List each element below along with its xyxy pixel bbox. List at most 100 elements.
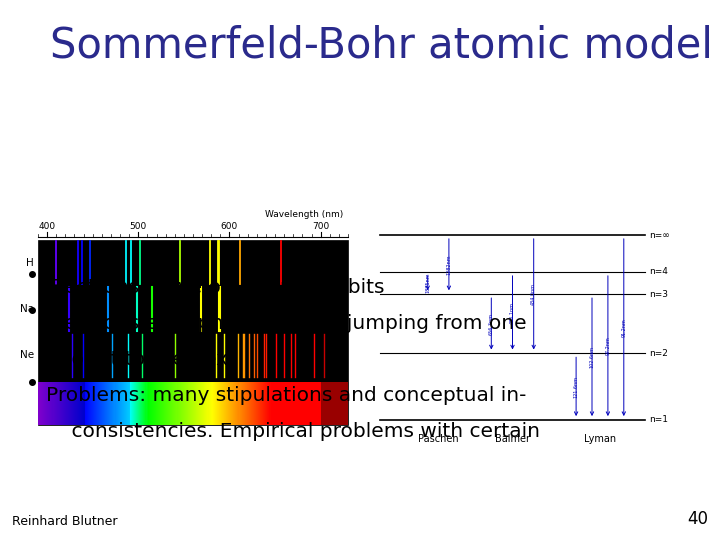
Bar	[279, 382, 280, 425]
Bar	[253, 382, 254, 425]
Bar	[304, 382, 305, 425]
Bar	[317, 382, 318, 425]
Bar	[343, 382, 344, 425]
Bar	[251, 382, 252, 425]
Bar	[196, 382, 197, 425]
Text: Electrons move on discrete orbits: Electrons move on discrete orbits	[46, 278, 384, 297]
Bar	[324, 382, 325, 425]
Bar	[101, 382, 102, 425]
Bar	[328, 382, 329, 425]
Bar	[242, 382, 243, 425]
Bar	[55, 382, 57, 425]
Bar	[69, 382, 70, 425]
Bar	[150, 382, 152, 425]
Bar	[132, 382, 133, 425]
Bar	[99, 382, 100, 425]
Bar	[323, 382, 324, 425]
Bar	[62, 382, 63, 425]
Bar	[167, 382, 168, 425]
Bar	[280, 382, 281, 425]
Text: Sommerfeld-Bohr atomic model: Sommerfeld-Bohr atomic model	[50, 25, 713, 67]
Bar	[53, 382, 55, 425]
Bar	[202, 382, 203, 425]
Bar	[81, 382, 82, 425]
Bar	[157, 382, 158, 425]
Text: 102.6nm: 102.6nm	[590, 346, 595, 368]
Bar	[215, 382, 216, 425]
Bar	[284, 382, 285, 425]
Bar	[105, 382, 107, 425]
Bar	[256, 382, 257, 425]
Text: orbit to the next: orbit to the next	[46, 350, 236, 369]
Text: Paschen: Paschen	[418, 434, 459, 444]
Bar	[331, 382, 333, 425]
Bar	[165, 382, 166, 425]
Text: 656.3nm: 656.3nm	[489, 313, 494, 335]
Bar	[313, 382, 314, 425]
Text: Na: Na	[20, 304, 34, 314]
Bar	[316, 382, 317, 425]
Bar	[156, 382, 157, 425]
Bar	[250, 382, 251, 425]
Text: 1282nm: 1282nm	[446, 254, 451, 275]
Bar	[57, 382, 58, 425]
Bar	[139, 382, 140, 425]
Text: H: H	[26, 258, 34, 268]
Bar	[82, 382, 84, 425]
Text: 40: 40	[687, 510, 708, 528]
Bar	[46, 382, 48, 425]
Bar	[288, 382, 289, 425]
Bar	[333, 382, 335, 425]
Bar	[248, 382, 249, 425]
Bar	[183, 382, 184, 425]
Bar	[154, 382, 155, 425]
Bar	[155, 382, 156, 425]
Bar	[126, 382, 127, 425]
Bar	[229, 382, 230, 425]
Bar	[307, 382, 309, 425]
Bar	[100, 382, 101, 425]
Bar	[145, 382, 146, 425]
Bar	[194, 382, 195, 425]
Bar	[264, 382, 266, 425]
Bar	[329, 382, 330, 425]
Bar	[217, 382, 219, 425]
Bar	[58, 382, 60, 425]
Text: n=1: n=1	[649, 415, 668, 424]
Bar	[234, 382, 235, 425]
Bar	[243, 382, 245, 425]
Bar	[84, 382, 86, 425]
Bar	[179, 382, 181, 425]
Bar	[204, 382, 205, 425]
Bar	[184, 382, 185, 425]
Bar	[312, 382, 313, 425]
Bar	[325, 382, 326, 425]
Bar	[192, 382, 193, 425]
Text: 486.1nm: 486.1nm	[510, 302, 515, 323]
Text: 1875nm: 1875nm	[426, 273, 431, 293]
Text: Wavelength (nm): Wavelength (nm)	[265, 210, 343, 219]
Bar	[228, 382, 229, 425]
Bar	[311, 382, 312, 425]
Bar	[143, 382, 145, 425]
Bar	[108, 382, 109, 425]
Bar	[255, 382, 256, 425]
Text: n=∞: n=∞	[649, 231, 670, 240]
Bar	[128, 382, 129, 425]
Text: Reinhard Blutner: Reinhard Blutner	[12, 515, 117, 528]
Bar	[309, 382, 310, 425]
Bar	[285, 382, 286, 425]
Bar	[148, 382, 150, 425]
Bar	[220, 382, 221, 425]
Bar	[135, 382, 136, 425]
Text: 121.6nm: 121.6nm	[574, 376, 579, 397]
Bar	[112, 382, 114, 425]
Bar	[160, 382, 161, 425]
Bar	[216, 382, 217, 425]
Bar	[269, 382, 271, 425]
Bar	[199, 382, 200, 425]
Text: Electrons emit photons when jumping from one: Electrons emit photons when jumping from…	[46, 314, 526, 333]
Bar	[39, 382, 40, 425]
Bar	[191, 382, 192, 425]
Bar	[273, 382, 274, 425]
